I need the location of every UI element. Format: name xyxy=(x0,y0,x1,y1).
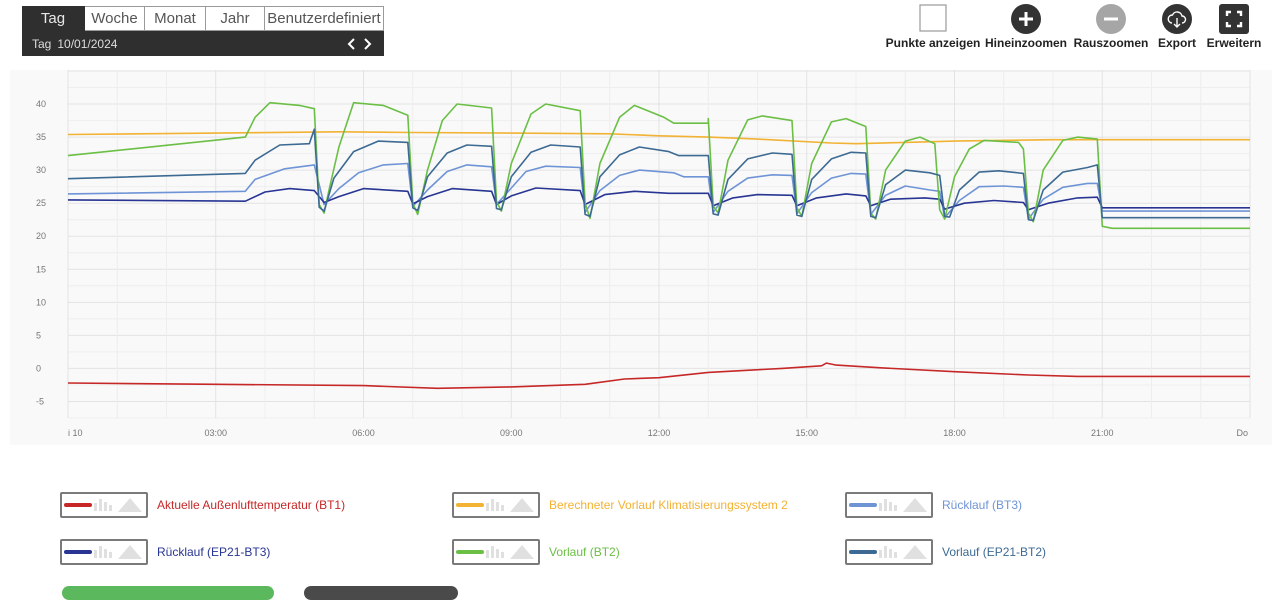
tab-year[interactable]: Jahr xyxy=(206,6,265,31)
legend-label: Berechneter Vorlauf Klimatisierungssyste… xyxy=(549,498,788,512)
y-axis-tick-labels: -5 0 5 10 15 20 25 30 35 40 xyxy=(36,99,46,406)
legend-item[interactable]: Rücklauf (BT3) xyxy=(845,492,1022,518)
line-chart: -5 0 5 10 15 20 25 30 35 40 i 10 03:00 06:00 09:00 12… xyxy=(10,70,1272,445)
x-tick-label: 21:00 xyxy=(1091,428,1114,438)
series-type-icon xyxy=(456,545,534,559)
series-type-icon xyxy=(64,545,142,559)
export-label: Export xyxy=(1157,36,1197,50)
legend-swatch xyxy=(452,539,540,565)
chevron-left-icon[interactable] xyxy=(347,37,356,51)
legend-label: Vorlauf (BT2) xyxy=(549,545,620,559)
legend-swatch xyxy=(60,539,148,565)
legend-swatch xyxy=(60,492,148,518)
zoom-in-label: Hineinzoomen xyxy=(984,36,1068,50)
x-tick-label: 15:00 xyxy=(795,428,818,438)
series-type-icon xyxy=(849,498,927,512)
checkbox-icon[interactable] xyxy=(919,4,947,32)
y-tick-label: 10 xyxy=(36,297,46,307)
period-selector: Tag Woche Monat Jahr Benutzerdefiniert T… xyxy=(22,6,384,56)
chart-toolbar: Punkte anzeigen Hineinzoomen Rauszoomen … xyxy=(884,4,1274,54)
legend-item[interactable]: Vorlauf (EP21-BT2) xyxy=(845,539,1046,565)
x-tick-label: 06:00 xyxy=(352,428,375,438)
x-tick-label: 09:00 xyxy=(500,428,523,438)
series-line-0 xyxy=(67,362,1250,390)
series-line-2 xyxy=(67,162,1250,220)
plot-background xyxy=(10,70,1272,445)
y-tick-label: 0 xyxy=(36,363,41,373)
legend-item[interactable]: Aktuelle Außenlufttemperatur (BT1) xyxy=(60,492,345,518)
tab-month[interactable]: Monat xyxy=(145,6,206,31)
series-line-3 xyxy=(67,187,1250,211)
series-line-5 xyxy=(67,128,1250,222)
y-tick-label: 5 xyxy=(36,330,41,340)
legend-swatch xyxy=(845,539,933,565)
legend-item[interactable]: Vorlauf (BT2) xyxy=(452,539,620,565)
x-tick-label: i 10 xyxy=(68,428,83,438)
date-navigator: Tag 10/01/2024 xyxy=(22,31,384,56)
legend-label: Rücklauf (BT3) xyxy=(942,498,1023,512)
date-unit-label: Tag xyxy=(32,36,52,51)
legend-label: Rücklauf (EP21-BT3) xyxy=(157,545,271,559)
date-label: Tag 10/01/2024 xyxy=(32,37,123,51)
expand-label: Erweitern xyxy=(1206,36,1262,50)
chevron-right-icon[interactable] xyxy=(363,37,372,51)
legend-item[interactable]: Rücklauf (EP21-BT3) xyxy=(60,539,270,565)
show-points-label: Punkte anzeigen xyxy=(885,36,981,50)
x-tick-label: 18:00 xyxy=(943,428,966,438)
series-type-icon xyxy=(849,545,927,559)
period-tabs: Tag Woche Monat Jahr Benutzerdefiniert xyxy=(22,6,384,31)
legend-label: Aktuelle Außenlufttemperatur (BT1) xyxy=(157,498,346,512)
y-tick-label: 20 xyxy=(36,231,46,241)
series-type-icon xyxy=(456,498,534,512)
cloud-download-icon xyxy=(1162,4,1192,34)
y-tick-label: 25 xyxy=(36,198,46,208)
x-tick-label: Do xyxy=(1236,428,1248,438)
y-tick-label: 40 xyxy=(36,99,46,109)
expand-icon xyxy=(1219,4,1249,34)
zoom-out-label: Rauszoomen xyxy=(1073,36,1149,50)
legend-swatch xyxy=(452,492,540,518)
x-axis-tick-labels: i 10 03:00 06:00 09:00 12:00 15:00 18:00 21:00 D… xyxy=(68,428,1248,438)
y-tick-label: 15 xyxy=(36,264,46,274)
bottom-dark-button[interactable] xyxy=(304,586,458,600)
y-tick-label: -5 xyxy=(36,396,44,406)
x-tick-label: 12:00 xyxy=(648,428,671,438)
series-line-4 xyxy=(67,101,1250,230)
x-tick-label: 03:00 xyxy=(204,428,227,438)
tab-custom[interactable]: Benutzerdefiniert xyxy=(265,6,384,31)
legend-label: Vorlauf (EP21-BT2) xyxy=(942,545,1047,559)
series-type-icon xyxy=(64,498,142,512)
tab-week[interactable]: Woche xyxy=(85,6,145,31)
plus-circle-icon xyxy=(1011,4,1041,34)
legend-swatch xyxy=(845,492,933,518)
tab-day[interactable]: Tag xyxy=(22,6,85,31)
y-tick-label: 30 xyxy=(36,165,46,175)
legend-item[interactable]: Berechneter Vorlauf Klimatisierungssyste… xyxy=(452,492,788,518)
date-value: 10/01/2024 xyxy=(57,36,118,51)
series-line-1 xyxy=(67,131,1250,145)
bottom-green-button[interactable] xyxy=(62,586,274,600)
minus-circle-icon xyxy=(1096,4,1126,34)
y-tick-label: 35 xyxy=(36,132,46,142)
series-lines xyxy=(67,101,1250,390)
